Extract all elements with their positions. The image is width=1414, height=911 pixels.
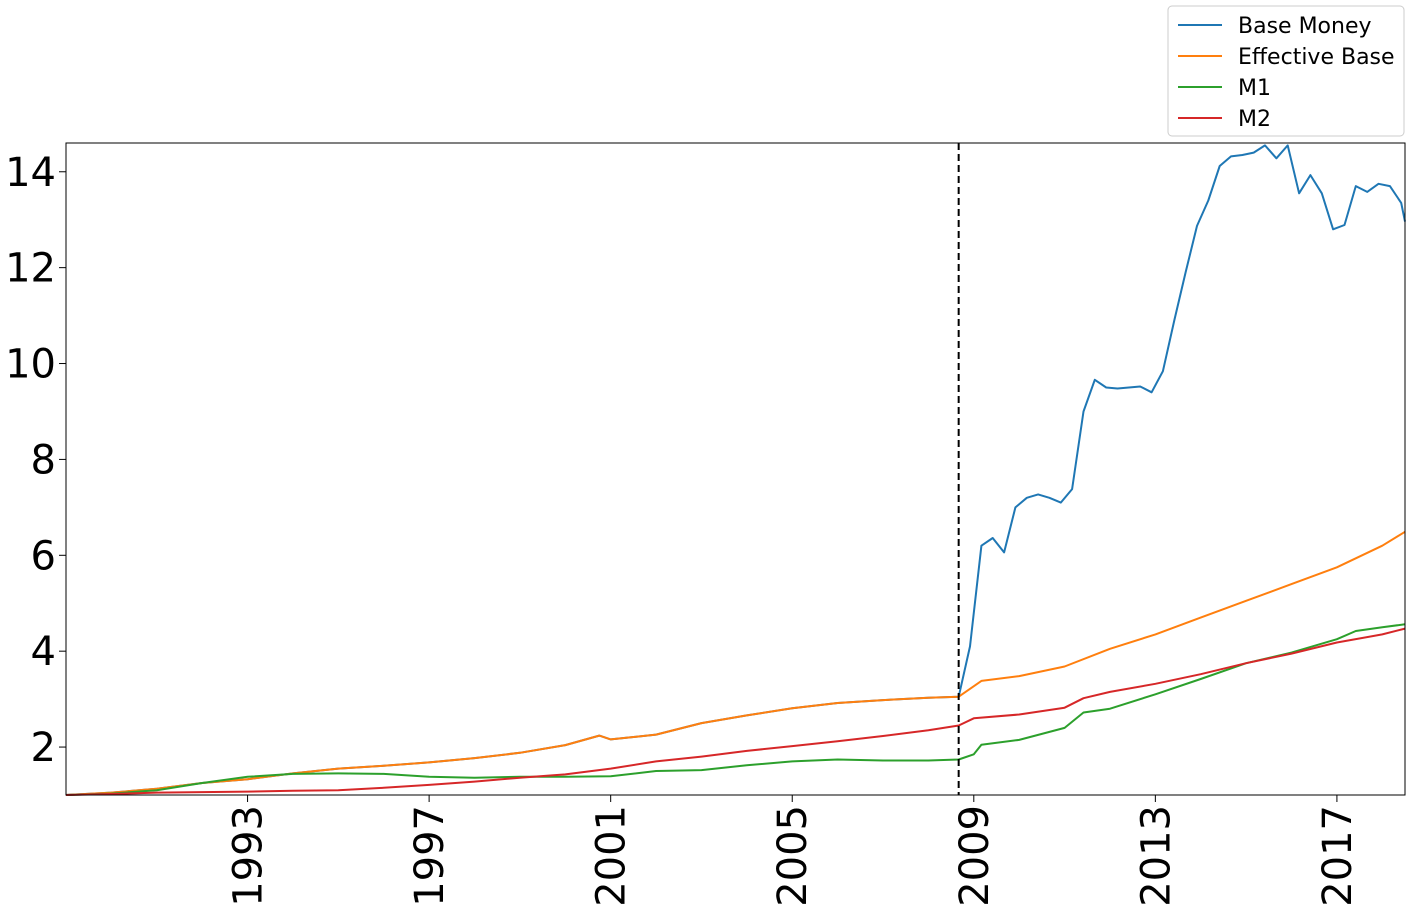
x-axis: 1993 1997 2001 2005 2009 2013 2017: [226, 795, 1361, 907]
plot-frame: [65, 142, 1406, 796]
y-tick-label: 4: [31, 629, 56, 675]
series-layer: [65, 144, 1406, 796]
x-tick-label: 2001: [589, 805, 635, 907]
y-tick-label: 6: [31, 533, 56, 579]
x-tick-label: 1993: [226, 805, 272, 907]
series-line-effective-base: [65, 530, 1406, 796]
legend: Base Money Effective Base M1 M2: [1167, 5, 1405, 137]
x-tick-label: 2013: [1133, 805, 1179, 907]
x-tick-label: 2005: [770, 805, 816, 907]
y-tick-label: 12: [5, 246, 56, 292]
y-tick-label: 10: [5, 342, 56, 388]
series-line-m1: [65, 623, 1406, 796]
y-tick-label: 14: [5, 150, 56, 196]
legend-label: Base Money: [1238, 14, 1372, 39]
legend-label: M1: [1238, 76, 1271, 101]
y-tick-label: 8: [31, 437, 56, 483]
legend-label: M2: [1238, 107, 1271, 132]
series-line-base-money: [65, 144, 1406, 796]
legend-label: Effective Base: [1238, 45, 1395, 70]
y-tick-label: 2: [31, 725, 56, 771]
x-tick-label: 1997: [407, 805, 453, 907]
x-tick-label: 2009: [952, 805, 998, 907]
legend-box: [1167, 5, 1405, 137]
y-axis: 2 4 6 8 10 12 14: [5, 150, 66, 771]
x-tick-label: 2017: [1315, 805, 1361, 907]
series-line-m2: [65, 627, 1406, 796]
